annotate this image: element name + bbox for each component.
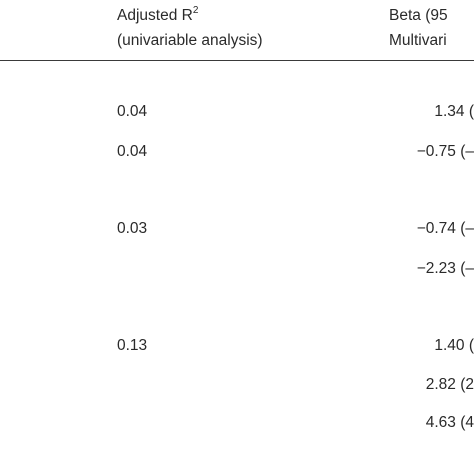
table-cell-beta: −0.74 (–: [416, 220, 474, 237]
header-rule: [0, 60, 474, 61]
table-cell-beta: 2.82 (2: [425, 376, 474, 393]
column-header-adjusted-r2-text: Adjusted R: [117, 7, 193, 24]
table-cell-r2: 0.03: [117, 220, 148, 237]
table-cell-r2: 0.04: [117, 143, 148, 160]
table-cell-r2: 0.04: [117, 103, 148, 120]
column-header-multivariable: Multivari: [389, 32, 447, 49]
table-cell-beta: −2.23 (–: [416, 260, 474, 277]
table-cell-beta: 1.40 (: [434, 337, 474, 354]
column-header-univariable: (univariable analysis): [117, 32, 263, 49]
table-cell-beta: 4.63 (4: [425, 414, 474, 431]
table-cell-beta: 1.34 (: [434, 103, 474, 120]
column-header-adjusted-r2: Adjusted R2: [117, 6, 198, 26]
table-cell-r2: 0.13: [117, 337, 148, 354]
column-header-beta: Beta (95: [389, 7, 448, 24]
superscript-2: 2: [192, 5, 199, 16]
table-cell-beta: −0.75 (–: [416, 143, 474, 160]
